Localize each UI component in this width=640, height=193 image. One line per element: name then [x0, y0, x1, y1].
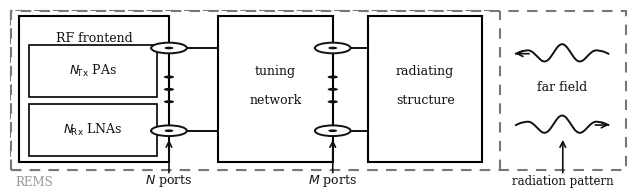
Bar — [29, 104, 157, 156]
Bar — [11, 11, 626, 170]
Circle shape — [151, 125, 187, 136]
Bar — [368, 16, 483, 162]
Circle shape — [164, 47, 173, 49]
Text: network: network — [249, 94, 301, 107]
Circle shape — [315, 43, 351, 53]
Text: far field: far field — [537, 81, 588, 94]
Circle shape — [328, 130, 337, 132]
Text: RF frontend: RF frontend — [56, 32, 132, 45]
Circle shape — [328, 47, 337, 49]
Circle shape — [315, 125, 351, 136]
Circle shape — [164, 88, 174, 91]
Text: $M$ ports: $M$ ports — [308, 173, 357, 189]
Text: $N$ ports: $N$ ports — [145, 173, 193, 189]
Circle shape — [328, 88, 338, 91]
Bar — [29, 45, 157, 97]
Circle shape — [164, 100, 174, 103]
Circle shape — [164, 130, 173, 132]
Text: REMS: REMS — [15, 176, 53, 189]
Bar — [11, 11, 492, 170]
Circle shape — [151, 43, 187, 53]
Text: $N_{\!\mathrm{Rx}}$ LNAs: $N_{\!\mathrm{Rx}}$ LNAs — [63, 122, 123, 138]
Bar — [19, 16, 169, 162]
Circle shape — [328, 75, 338, 79]
Bar — [218, 16, 333, 162]
Text: radiation pattern: radiation pattern — [512, 175, 614, 188]
Circle shape — [328, 100, 338, 103]
Text: structure: structure — [396, 94, 454, 107]
Text: $N_{\!\mathrm{Tx}}$ PAs: $N_{\!\mathrm{Tx}}$ PAs — [69, 63, 117, 79]
Circle shape — [164, 75, 174, 79]
Text: tuning: tuning — [255, 65, 296, 78]
Text: radiating: radiating — [396, 65, 454, 78]
